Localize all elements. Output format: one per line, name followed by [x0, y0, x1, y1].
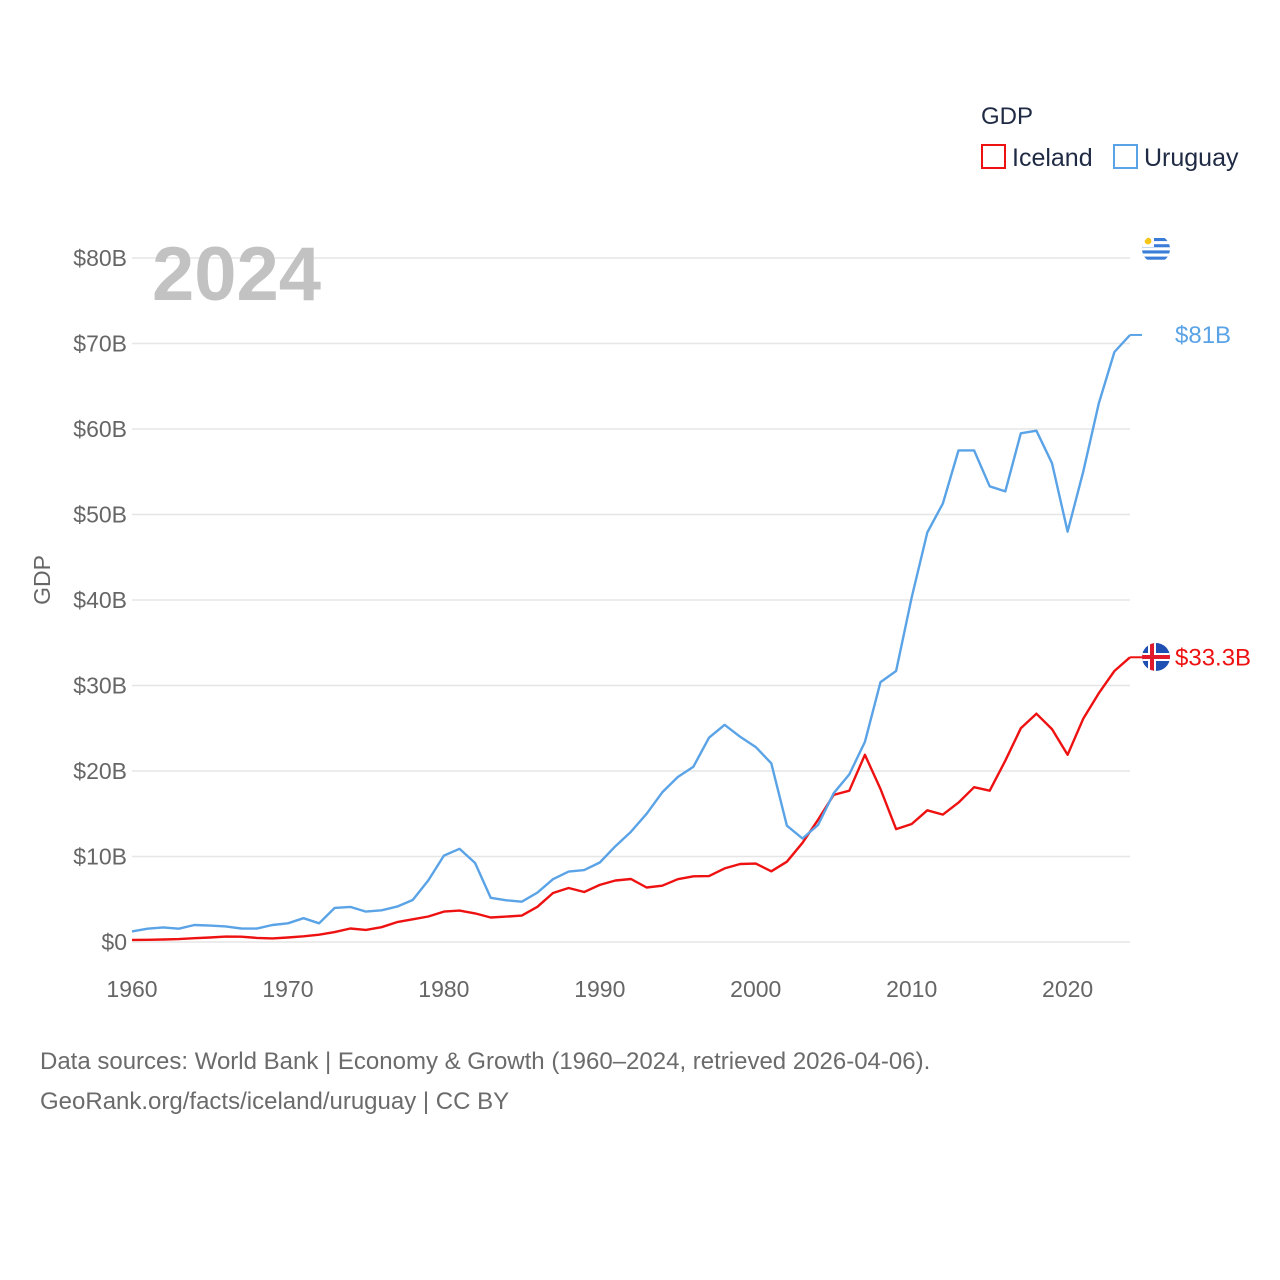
legend: GDP Iceland Uruguay — [981, 103, 1239, 172]
y-axis-ticks: $0 $10B $20B $30B $40B $50B $60B $70B $80B — [73, 245, 127, 955]
iceland-flag-icon — [1142, 643, 1170, 671]
series-line-uruguay[interactable] — [131, 334, 1131, 933]
y-tick-label: $50B — [73, 502, 127, 528]
legend-label-uruguay: Uruguay — [1144, 144, 1239, 172]
source-line-2: GeoRank.org/facts/iceland/uruguay | CC B… — [40, 1088, 510, 1115]
x-tick-label: 1960 — [106, 976, 157, 1002]
gridlines — [132, 257, 1130, 943]
y-tick-label: $30B — [73, 673, 127, 699]
source-note: Data sources: World Bank | Economy & Gro… — [40, 1042, 930, 1122]
uruguay-flag-icon — [1142, 235, 1170, 263]
x-tick-label: 2000 — [730, 976, 781, 1002]
y-tick-label: $60B — [73, 416, 127, 442]
legend-item-uruguay[interactable]: Uruguay — [1113, 144, 1239, 172]
x-tick-label: 1990 — [574, 976, 625, 1002]
series-line-iceland[interactable] — [131, 656, 1131, 942]
year-label: 2024 — [152, 232, 321, 317]
gdp-line-chart: $0$10B$20B$30B$40B$50B$60B$70B$80B 1960 1… — [29, 103, 1251, 1002]
x-axis-ticks: 1960 1970 1980 1990 2000 2010 2020 — [106, 976, 1093, 1002]
x-tick-label: 1980 — [418, 976, 469, 1002]
y-axis-title: GDP — [29, 555, 55, 605]
legend-swatch-iceland — [981, 144, 1006, 169]
y-tick-label: $70B — [73, 331, 127, 357]
end-label-iceland: $33.3B — [1175, 644, 1251, 671]
y-tick-label: $80B — [73, 245, 127, 271]
y-tick-label: $40B — [73, 587, 127, 613]
source-line-1: Data sources: World Bank | Economy & Gro… — [40, 1048, 931, 1075]
x-tick-label: 2010 — [886, 976, 937, 1002]
x-tick-label: 2020 — [1042, 976, 1093, 1002]
end-label-uruguay: $81B — [1175, 322, 1231, 349]
legend-swatch-uruguay — [1113, 144, 1138, 169]
legend-item-iceland[interactable]: Iceland — [981, 144, 1093, 172]
y-tick-label: $0 — [101, 929, 127, 955]
end-labels: $33.3B $81B — [1130, 322, 1251, 671]
series-lines — [131, 334, 1131, 942]
y-tick-label: $10B — [73, 844, 127, 870]
legend-label-iceland: Iceland — [1012, 144, 1093, 172]
x-tick-label: 1970 — [262, 976, 313, 1002]
legend-title: GDP — [981, 103, 1033, 130]
y-tick-label: $20B — [73, 758, 127, 784]
